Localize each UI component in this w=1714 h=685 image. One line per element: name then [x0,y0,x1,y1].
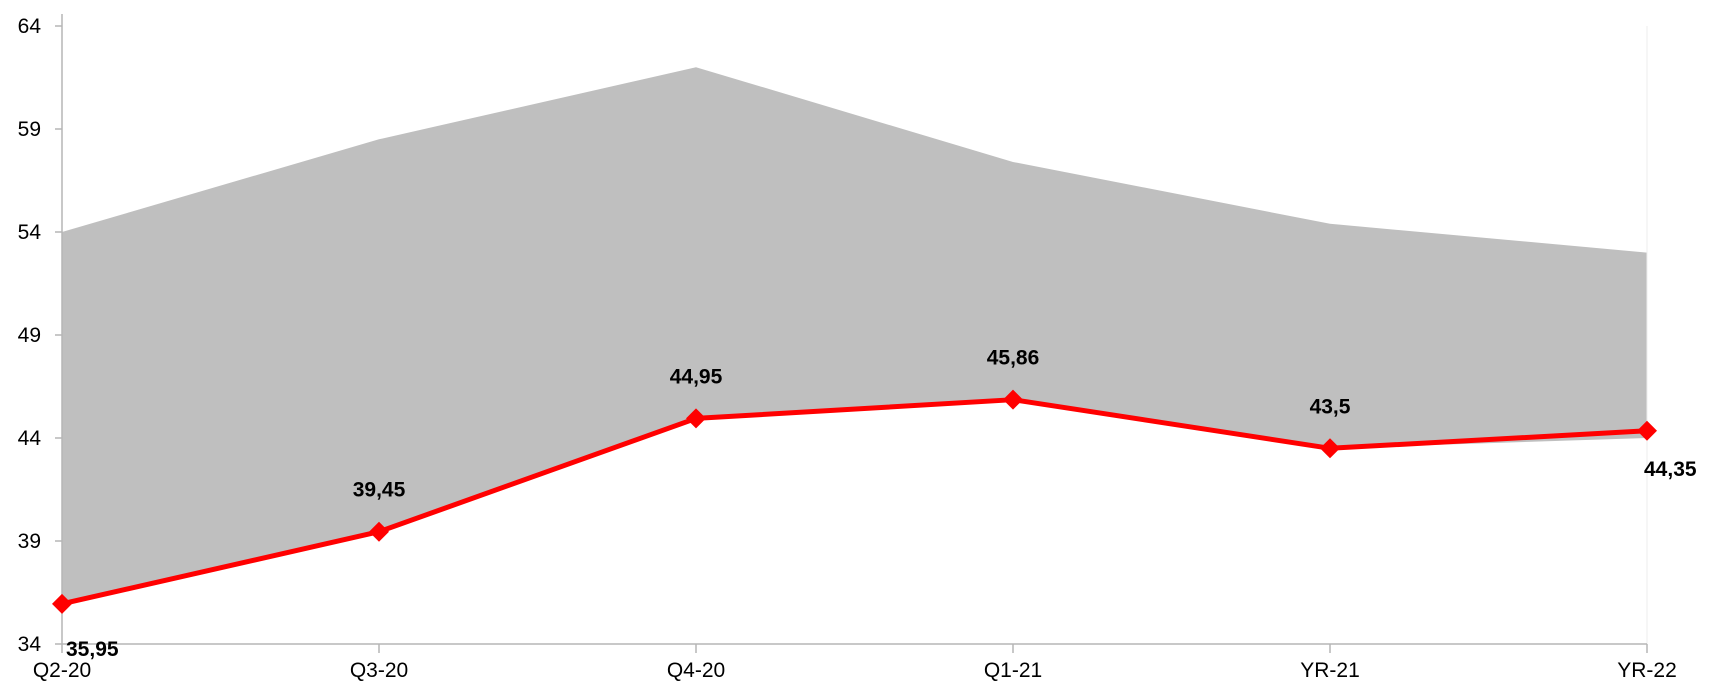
data-label: 39,45 [353,479,406,502]
y-tick-label: 59 [18,118,41,141]
data-label: 35,95 [66,638,119,661]
data-point-marker [1320,438,1340,459]
x-tick-label: Q4-20 [667,659,725,682]
y-tick-label: 39 [18,530,41,553]
range-band-area [62,67,1647,604]
x-tick-label: Q3-20 [350,659,408,682]
y-tick-label: 34 [18,633,42,656]
y-tick-label: 49 [18,324,41,347]
data-point-marker [1637,420,1657,441]
data-point-marker [1003,389,1023,410]
data-point-marker [369,521,389,542]
data-label: 43,5 [1310,395,1351,418]
data-label: 44,95 [670,365,723,388]
data-point-marker [52,593,72,614]
axes: 34 39 44 49 54 59 64 Q2-20 Q3-20 Q4-20 Q1-21 YR-21 Y… [18,14,1677,682]
series-layer [52,389,1657,614]
x-tick-label: YR-21 [1300,659,1360,682]
data-label: 45,86 [987,347,1040,370]
data-label-layer: 35,95 39,45 44,95 45,86 43,5 44,35 [66,347,1697,661]
y-tick-label: 64 [18,15,42,38]
data-label: 44,35 [1644,458,1697,481]
series-line [61,397,1648,607]
x-tick-label: Q1-21 [984,659,1042,682]
y-tick-label: 44 [18,427,42,450]
y-tick-label: 54 [18,221,42,244]
data-point-marker [686,408,706,429]
band-layer [62,67,1647,604]
x-tick-label: Q2-20 [33,659,91,682]
x-tick-label: YR-22 [1617,659,1677,682]
